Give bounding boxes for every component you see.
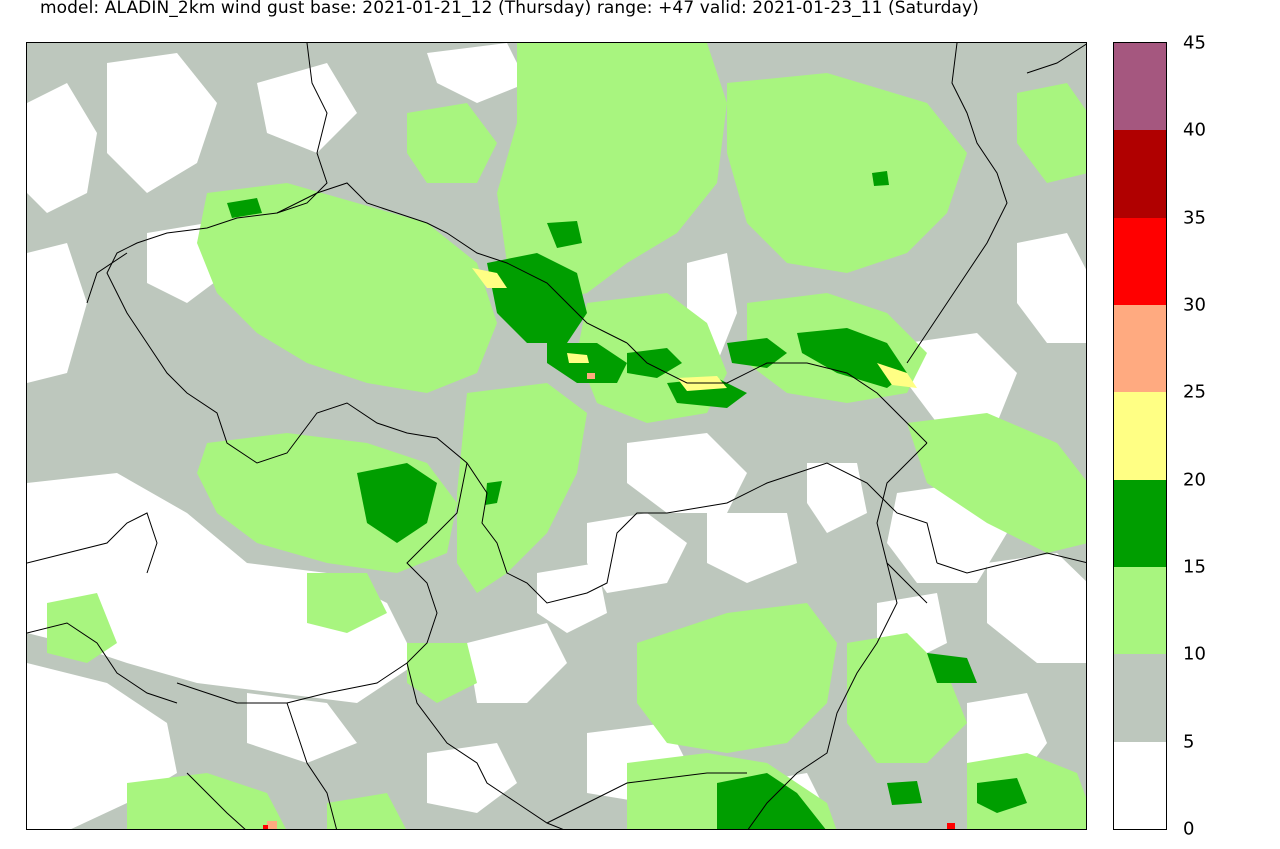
legend-tick: 0 — [1183, 818, 1195, 840]
legend-tick: 25 — [1183, 381, 1206, 403]
gust-30-35-areas — [263, 823, 955, 829]
legend-tick: 45 — [1183, 32, 1206, 54]
legend-band — [1114, 567, 1166, 655]
legend-band — [1114, 43, 1166, 131]
legend-tick: 20 — [1183, 469, 1206, 491]
legend-band — [1114, 654, 1166, 742]
legend-tick: 10 — [1183, 643, 1206, 665]
legend-tick: 5 — [1183, 731, 1195, 753]
map-title: model: ALADIN_2km wind gust base: 2021-0… — [40, 0, 979, 18]
legend-band — [1114, 479, 1166, 567]
legend-band — [1114, 217, 1166, 305]
legend-tick: 40 — [1183, 119, 1206, 141]
legend-tick: 35 — [1183, 207, 1206, 229]
legend-band — [1114, 130, 1166, 218]
legend-band — [1114, 305, 1166, 393]
legend-tick: 15 — [1183, 556, 1206, 578]
wind-gust-map[interactable] — [26, 42, 1087, 830]
legend-band — [1114, 741, 1166, 829]
country-borders — [27, 43, 1086, 829]
legend-band — [1114, 392, 1166, 480]
map-canvas — [27, 43, 1086, 829]
color-scale-legend — [1113, 42, 1167, 830]
gust-25-30-areas — [267, 373, 595, 829]
legend-tick: 30 — [1183, 294, 1206, 316]
gust-15-20-areas — [227, 171, 1027, 829]
